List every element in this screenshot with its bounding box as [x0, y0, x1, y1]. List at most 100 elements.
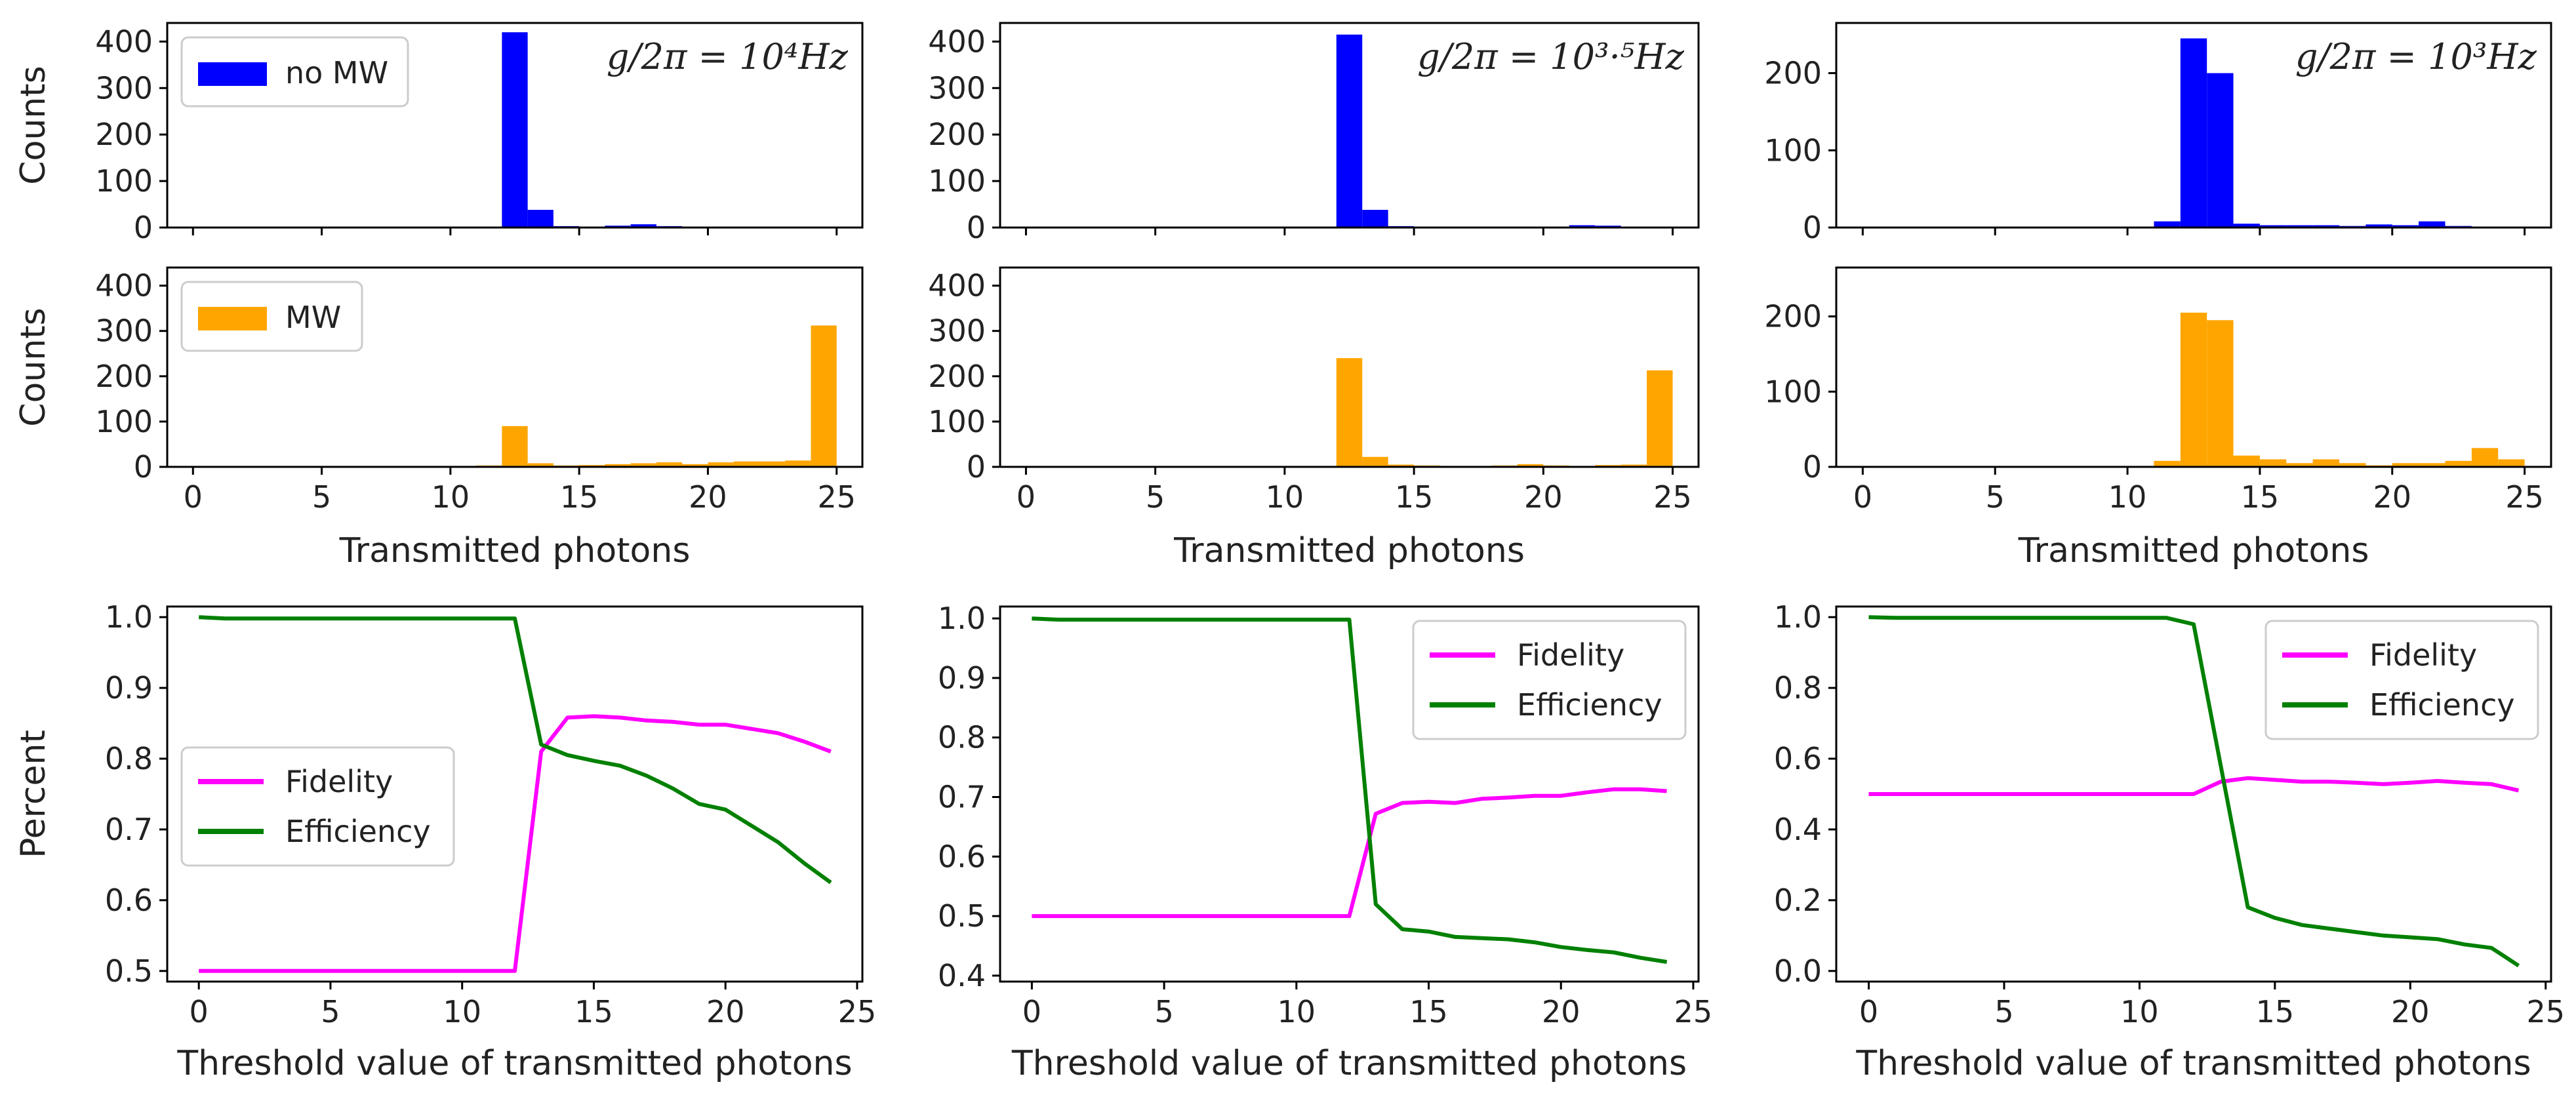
bar [759, 461, 786, 467]
y-tick-label: 0.5 [105, 953, 153, 989]
bar [1517, 464, 1544, 467]
x-tick-label: 20 [2391, 994, 2430, 1029]
y-axis-label: Counts [14, 66, 53, 185]
legend-box [180, 746, 455, 867]
x-tick-label: 5 [1994, 994, 2013, 1029]
panel-annotation: g/2π = 10³Hz [2295, 36, 2537, 77]
x-tick-label: 10 [443, 994, 481, 1029]
bar [2471, 448, 2499, 467]
legend-label: Fidelity [1517, 637, 1624, 673]
bar [630, 224, 656, 228]
bar [2154, 460, 2181, 467]
plot-frame [166, 605, 864, 983]
bar [1336, 358, 1363, 467]
y-tick-label: 1.0 [938, 601, 986, 636]
y-tick-label: 100 [928, 163, 986, 199]
bar [2207, 73, 2234, 228]
y-tick-label: 100 [1764, 374, 1822, 409]
bar [2207, 320, 2234, 467]
y-tick-label: 0 [967, 210, 986, 245]
bar [2312, 459, 2340, 467]
chart-line-1e3.5: 0.4 0.5 0.6 0.7 0.8 0.9 1.0 0 5 10 15 20 25 Threshold… [938, 601, 1712, 1083]
bar [2445, 460, 2472, 467]
y-tick-label: 0.8 [1774, 670, 1822, 706]
panel-annotation: g/2π = 10⁴Hz [607, 36, 849, 77]
y-tick-label: 200 [1764, 56, 1822, 91]
bar [2259, 225, 2287, 228]
bar [2233, 455, 2260, 467]
bar [2259, 459, 2287, 467]
y-tick-label: 100 [95, 404, 153, 439]
y-tick-label: 400 [928, 24, 986, 59]
x-axis-label: Threshold value of transmitted photons [1855, 1044, 2531, 1083]
x-tick-label: 15 [1395, 479, 1434, 515]
y-tick-label: 0.9 [938, 660, 986, 696]
y-tick-label: 0.6 [105, 883, 153, 918]
x-tick-label: 5 [312, 479, 331, 515]
x-tick-label: 10 [2108, 479, 2147, 515]
bar [1388, 464, 1415, 467]
legend-label: Fidelity [2369, 637, 2477, 673]
legend-label: MW [285, 300, 341, 335]
y-tick-label: 0.6 [938, 839, 986, 874]
x-axis-label: Transmitted photons [339, 531, 691, 570]
legend: no MW [180, 36, 409, 108]
x-tick-label: 25 [2505, 479, 2544, 515]
x-axis-label: Transmitted photons [1173, 531, 1525, 570]
x-axis-label: Transmitted photons [2018, 531, 2369, 570]
series-line-efficiency [199, 615, 832, 885]
chart-hist-mw-1e4: 0 100 200 300 400 0 5 10 15 20 25 Counts Transmitted… [14, 266, 864, 570]
bar [502, 426, 528, 467]
x-tick-label: 15 [2241, 479, 2280, 515]
bar [1569, 225, 1596, 228]
y-tick-label: 0.2 [1774, 883, 1822, 918]
y-tick-label: 200 [928, 117, 986, 152]
y-tick-label: 0 [967, 449, 986, 485]
y-tick-label: 300 [95, 313, 153, 349]
x-tick-label: 0 [1022, 994, 1041, 1029]
x-tick-label: 0 [1016, 479, 1036, 515]
legend: Fidelity Efficiency [2264, 620, 2539, 740]
legend-label: no MW [285, 55, 388, 90]
plot-frame [1835, 22, 2552, 229]
x-tick-label: 0 [1853, 479, 1872, 515]
x-axis-label: Threshold value of transmitted photons [176, 1044, 852, 1083]
bar [502, 32, 528, 228]
x-tick-label: 0 [190, 994, 209, 1029]
bar [527, 210, 553, 228]
bar [1362, 210, 1388, 228]
bar [656, 462, 683, 467]
y-tick-label: 1.0 [105, 599, 153, 635]
y-tick-label: 100 [95, 163, 153, 199]
legend-box [180, 36, 409, 108]
bar [2339, 463, 2366, 467]
panel-annotation: g/2π = 10³·⁵Hz [1417, 36, 1684, 77]
bar [811, 325, 837, 467]
x-tick-label: 20 [689, 479, 727, 515]
bar [785, 460, 811, 467]
y-tick-label: 0 [134, 210, 153, 245]
chart-hist-mw-1e3.5: 0 100 200 300 400 0 5 10 15 20 25 Transmitted photo… [928, 266, 1700, 570]
bar [2365, 224, 2392, 228]
y-tick-label: 0.8 [105, 741, 153, 776]
x-tick-label: 20 [1524, 479, 1563, 515]
series-line-efficiency [1868, 615, 2520, 968]
x-tick-label: 25 [1653, 479, 1692, 515]
bar [682, 464, 708, 467]
legend: Fidelity Efficiency [1412, 620, 1687, 740]
y-tick-label: 100 [1764, 132, 1822, 168]
x-tick-label: 25 [1674, 994, 1713, 1029]
y-tick-label: 0.4 [1774, 812, 1822, 847]
chart-hist-no-mw-1e3: 0 100 200 g/2π = 10³Hz [1764, 22, 2552, 245]
y-tick-label: 0.5 [938, 898, 986, 934]
y-tick-label: 0.8 [938, 720, 986, 755]
y-tick-label: 200 [95, 359, 153, 394]
y-tick-label: 1.0 [1774, 599, 1822, 635]
plot-frame [166, 22, 864, 229]
chart-hist-mw-1e3: 0 100 200 0 5 10 15 20 25 Transmitted photons [1764, 266, 2552, 570]
plot-frame [166, 266, 864, 468]
bar [708, 462, 734, 467]
chart-line-1e3: 0.0 0.2 0.4 0.6 0.8 1.0 0 5 10 15 20 25 Threshold va… [1774, 599, 2565, 1083]
bar [2286, 225, 2313, 228]
